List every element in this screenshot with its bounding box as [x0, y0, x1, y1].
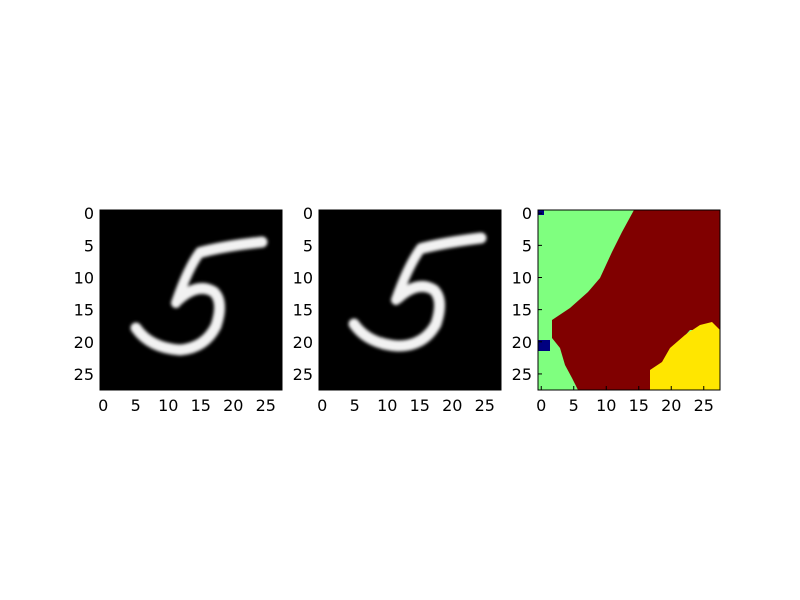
panel-3-y-tick-label: 25 — [512, 365, 532, 384]
panel-2-y-tick-label: 10 — [293, 269, 313, 288]
panel-1-y-tick-label: 10 — [74, 269, 94, 288]
panel-1-x-tick-label: 15 — [191, 396, 211, 415]
panel-2-x-tick-label: 10 — [377, 396, 397, 415]
panel-3-x-tick-label: 0 — [536, 396, 546, 415]
panel-2-y-tick-label: 15 — [293, 301, 313, 320]
panel-2-digit — [348, 232, 487, 352]
panel-2-x-tick-labels: 0 5 10 15 20 25 — [317, 386, 495, 415]
panel-1-digit — [130, 236, 268, 356]
region-dark-red — [552, 210, 720, 390]
panel-2-frame — [318, 209, 502, 391]
panel-1-x-tick-labels: 0 5 10 15 20 25 — [98, 386, 276, 415]
panel-1-y-tick-label: 5 — [84, 236, 94, 255]
region-yellow — [650, 322, 720, 390]
panel-1-x-tick-label: 5 — [131, 396, 141, 415]
panel-1-x-tick-label: 0 — [98, 396, 108, 415]
panel-2-x-tick-label: 20 — [442, 396, 462, 415]
panel-1-y-tick-label: 20 — [74, 333, 94, 352]
panel-2-x-tick-label: 0 — [317, 396, 327, 415]
panel-1-y-tick-labels: 0 5 10 15 20 25 — [74, 204, 104, 384]
axis-frames — [99, 209, 721, 391]
panel-2-x-tick-label: 5 — [350, 396, 360, 415]
panel-2-x-tick-label: 15 — [410, 396, 430, 415]
panel-3-y-tick-label: 20 — [512, 333, 532, 352]
panel-1-x-tick-label: 10 — [158, 396, 178, 415]
panel-1-y-tick-label: 15 — [74, 301, 94, 320]
panel-2-x-tick-label: 25 — [475, 396, 495, 415]
panel-3-y-tick-label: 5 — [522, 236, 532, 255]
panel-2-y-tick-label: 0 — [303, 204, 313, 223]
panel-3-x-tick-label: 15 — [629, 396, 649, 415]
panel-3-x-tick-label: 5 — [569, 396, 579, 415]
panel-3-y-tick-labels: 0 5 10 15 20 25 — [512, 204, 542, 384]
region-navy — [538, 340, 550, 351]
panel-3-x-tick-label: 20 — [661, 396, 681, 415]
panel-3: 0 5 10 15 20 25 0 5 10 15 20 25 — [512, 204, 720, 415]
panel-1: 0 5 10 15 20 25 0 5 10 15 20 25 — [74, 204, 282, 415]
panel-1-image-background — [100, 210, 282, 390]
panel-3-frame — [537, 209, 721, 391]
panel-3-y-tick-label: 0 — [522, 204, 532, 223]
panel-3-y-tick-label: 15 — [512, 301, 532, 320]
panel-3-x-tick-label: 10 — [596, 396, 616, 415]
panel-2-y-tick-label: 5 — [303, 236, 313, 255]
panel-3-x-tick-label: 25 — [694, 396, 714, 415]
panel-2: 0 5 10 15 20 25 0 5 10 15 20 25 — [293, 204, 501, 415]
panel-1-y-tick-label: 25 — [74, 365, 94, 384]
panel-1-y-tick-label: 0 — [84, 204, 94, 223]
panel-1-x-tick-label: 20 — [223, 396, 243, 415]
panel-2-y-tick-label: 25 — [293, 365, 313, 384]
panel-3-y-tick-label: 10 — [512, 269, 532, 288]
panel-1-frame — [99, 209, 283, 391]
panel-3-regions — [538, 210, 720, 390]
panel-1-x-tick-label: 25 — [256, 396, 276, 415]
panel-2-y-tick-label: 20 — [293, 333, 313, 352]
panel-2-y-tick-labels: 0 5 10 15 20 25 — [293, 204, 323, 384]
panel-3-x-tick-labels: 0 5 10 15 20 25 — [536, 386, 714, 415]
region-navy-corner — [538, 210, 544, 215]
